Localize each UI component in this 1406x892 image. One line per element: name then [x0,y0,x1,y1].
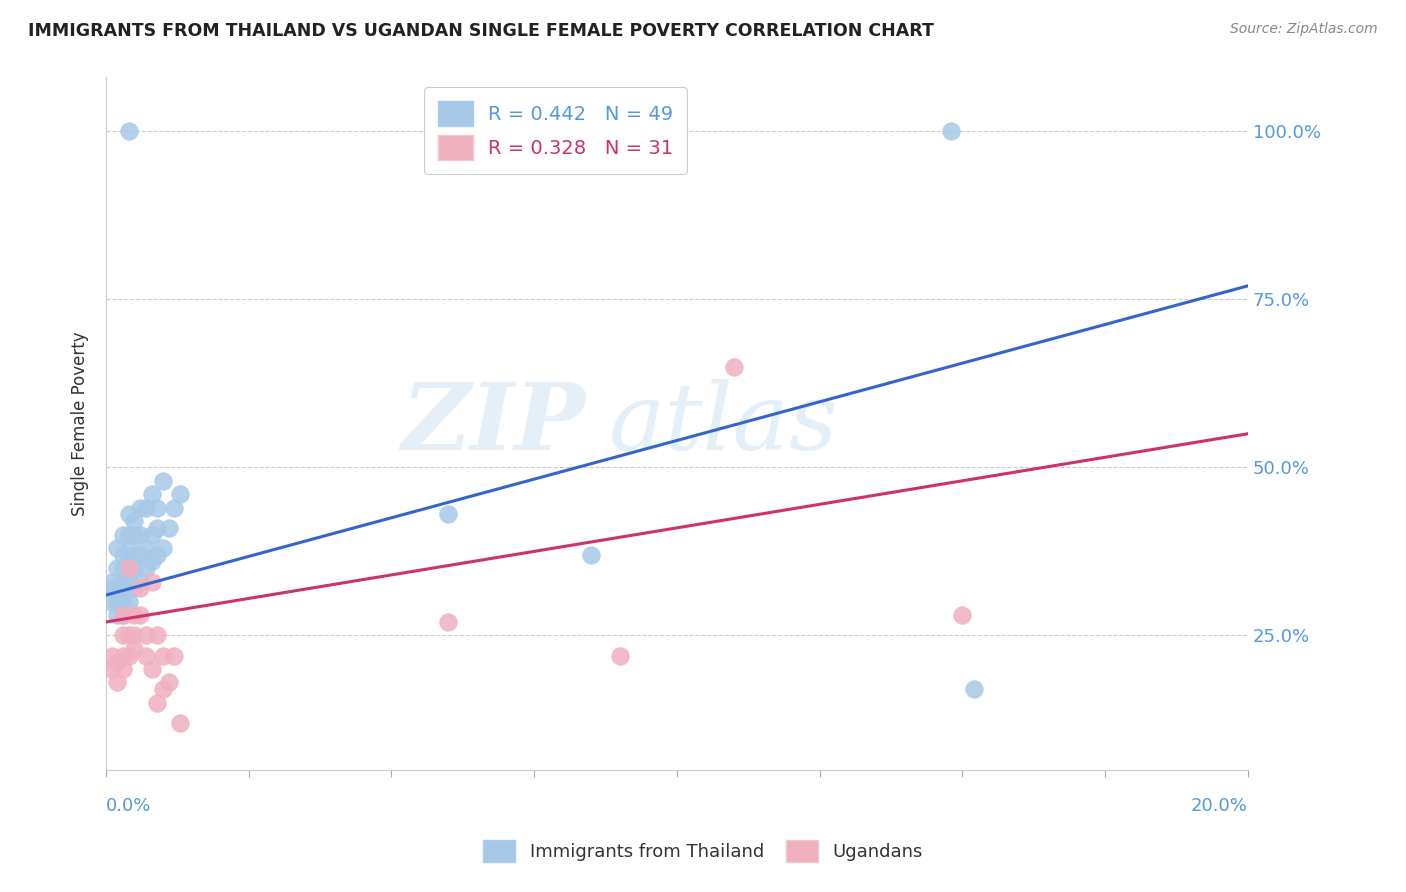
Point [118,648,141,663]
Point [437,615,460,629]
Point [723,359,745,374]
Point [118,527,141,541]
Point [118,508,141,522]
Point [146,548,169,562]
Point [124,582,146,596]
Point [118,574,141,589]
Text: IMMIGRANTS FROM THAILAND VS UGANDAN SINGLE FEMALE POVERTY CORRELATION CHART: IMMIGRANTS FROM THAILAND VS UGANDAN SING… [28,22,934,40]
Point [105,656,128,670]
Point [129,548,152,562]
Point [129,608,152,623]
Point [169,487,191,501]
Point [112,628,135,642]
Point [129,574,152,589]
Point [124,608,146,623]
Text: ZIP: ZIP [401,379,585,468]
Point [963,682,986,697]
Point [950,608,973,623]
Point [124,641,146,656]
Point [118,628,141,642]
Point [124,527,146,541]
Point [135,500,157,515]
Point [581,548,603,562]
Point [135,541,157,555]
Point [939,124,962,138]
Text: Source: ZipAtlas.com: Source: ZipAtlas.com [1230,22,1378,37]
Point [146,521,169,535]
Point [100,648,122,663]
Point [129,527,152,541]
Text: 20.0%: 20.0% [1191,797,1249,814]
Point [163,500,186,515]
Point [105,595,128,609]
Point [112,527,135,541]
Text: 0.0%: 0.0% [105,797,152,814]
Point [124,514,146,528]
Point [141,554,163,568]
Point [129,582,152,596]
Point [112,648,135,663]
Point [124,628,146,642]
Point [141,527,163,541]
Point [152,682,174,697]
Text: atlas: atlas [609,379,838,468]
Point [152,541,174,555]
Point [105,541,128,555]
Point [105,582,128,596]
Point [100,574,122,589]
Point [169,715,191,730]
Legend: Immigrants from Thailand, Ugandans: Immigrants from Thailand, Ugandans [475,833,931,870]
Legend: R = 0.442   N = 49, R = 0.328   N = 31: R = 0.442 N = 49, R = 0.328 N = 31 [425,87,688,174]
Point [100,595,122,609]
Point [112,608,135,623]
Point [141,487,163,501]
Point [118,554,141,568]
Point [141,574,163,589]
Point [112,662,135,676]
Point [105,561,128,575]
Point [124,548,146,562]
Point [141,662,163,676]
Point [118,124,141,138]
Point [118,595,141,609]
Point [157,675,180,690]
Point [112,561,135,575]
Point [124,561,146,575]
Point [152,474,174,488]
Point [105,608,128,623]
Point [135,561,157,575]
Point [146,500,169,515]
Point [152,648,174,663]
Point [157,521,180,535]
Point [100,582,122,596]
Point [112,608,135,623]
Point [100,662,122,676]
Point [609,648,631,663]
Point [105,675,128,690]
Point [118,541,141,555]
Point [135,648,157,663]
Point [437,508,460,522]
Point [146,696,169,710]
Point [112,574,135,589]
Point [112,548,135,562]
Point [146,628,169,642]
Point [112,595,135,609]
Point [129,500,152,515]
Point [118,561,141,575]
Point [163,648,186,663]
Y-axis label: Single Female Poverty: Single Female Poverty [72,331,89,516]
Point [135,628,157,642]
Point [112,582,135,596]
